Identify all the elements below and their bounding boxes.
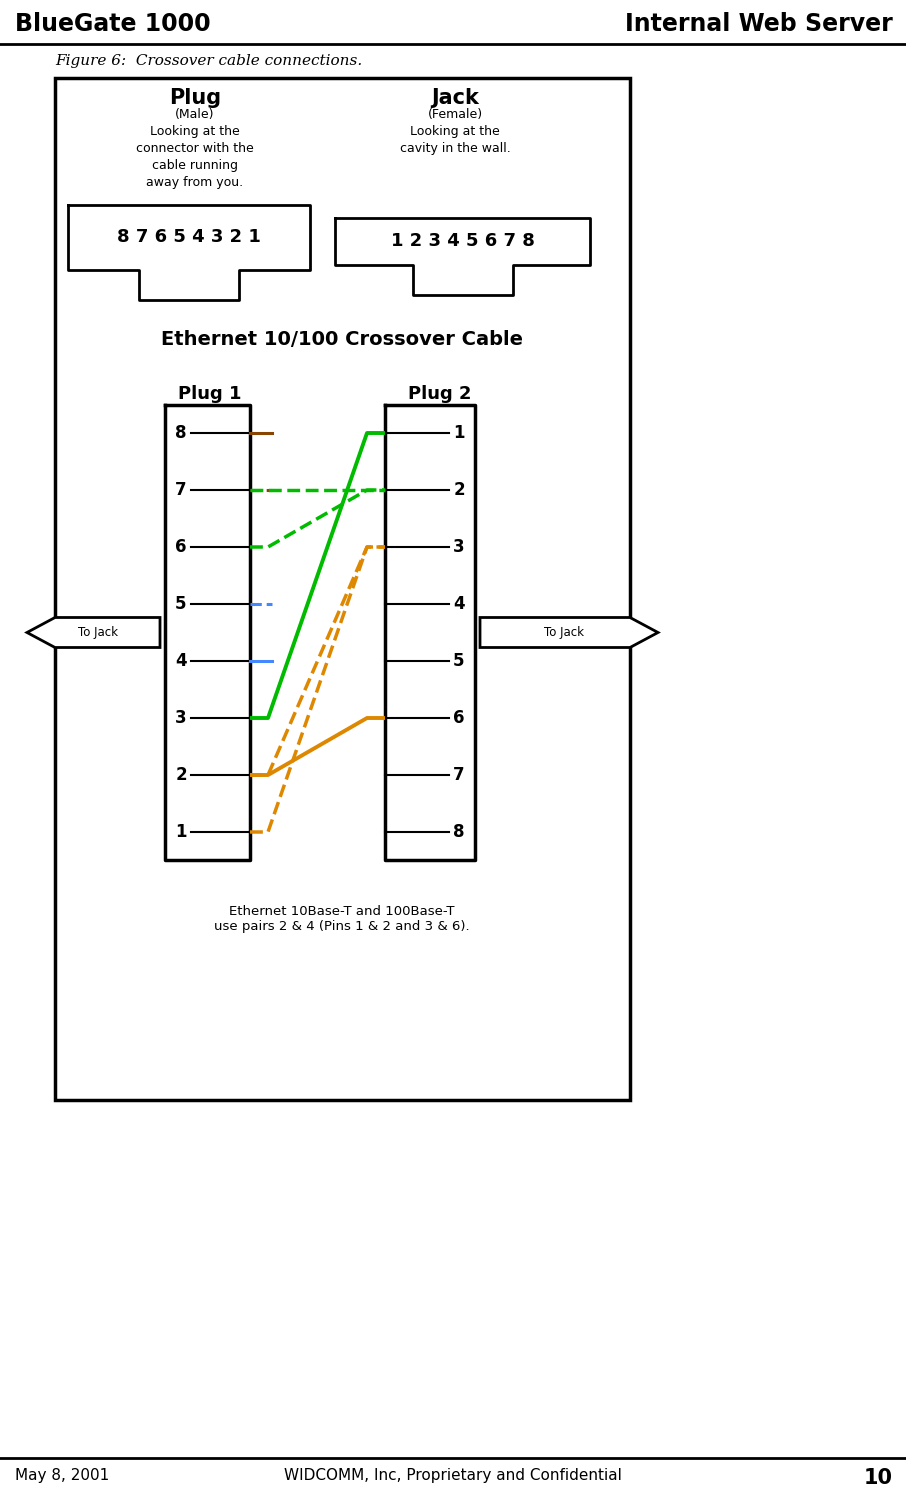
Text: 3: 3 bbox=[175, 709, 187, 727]
Text: 10: 10 bbox=[864, 1468, 893, 1489]
Text: Ethernet 10Base-T and 100Base-T
use pairs 2 & 4 (Pins 1 & 2 and 3 & 6).: Ethernet 10Base-T and 100Base-T use pair… bbox=[214, 904, 470, 933]
Text: Jack: Jack bbox=[431, 88, 479, 107]
Text: Plug: Plug bbox=[169, 88, 221, 107]
Text: 4: 4 bbox=[453, 595, 465, 612]
Text: 7: 7 bbox=[175, 481, 187, 499]
Text: May 8, 2001: May 8, 2001 bbox=[15, 1468, 110, 1483]
Text: 8: 8 bbox=[175, 425, 187, 443]
Text: To Jack: To Jack bbox=[544, 626, 584, 639]
Text: To Jack: To Jack bbox=[79, 626, 119, 639]
Text: 4: 4 bbox=[175, 653, 187, 670]
Text: 1: 1 bbox=[453, 425, 465, 443]
Text: 8: 8 bbox=[453, 822, 465, 840]
Text: 1 2 3 4 5 6 7 8: 1 2 3 4 5 6 7 8 bbox=[390, 232, 535, 250]
Text: 2: 2 bbox=[175, 766, 187, 784]
Text: 1: 1 bbox=[175, 822, 187, 840]
Text: 3: 3 bbox=[453, 538, 465, 556]
Polygon shape bbox=[27, 617, 160, 648]
Text: 8 7 6 5 4 3 2 1: 8 7 6 5 4 3 2 1 bbox=[117, 228, 261, 246]
Text: Internal Web Server: Internal Web Server bbox=[625, 12, 893, 36]
Text: 6: 6 bbox=[175, 538, 187, 556]
Text: Figure 6:  Crossover cable connections.: Figure 6: Crossover cable connections. bbox=[55, 54, 362, 69]
Bar bbox=[55, 77, 630, 1100]
Text: 5: 5 bbox=[453, 653, 465, 670]
Text: BlueGate 1000: BlueGate 1000 bbox=[15, 12, 210, 36]
Text: 7: 7 bbox=[453, 766, 465, 784]
Text: Plug 2: Plug 2 bbox=[409, 384, 472, 402]
Polygon shape bbox=[480, 617, 658, 648]
Text: Plug 1: Plug 1 bbox=[178, 384, 242, 402]
Text: (Female)
Looking at the
cavity in the wall.: (Female) Looking at the cavity in the wa… bbox=[400, 107, 510, 155]
Text: 6: 6 bbox=[453, 709, 465, 727]
Text: 2: 2 bbox=[453, 481, 465, 499]
Text: (Male)
Looking at the
connector with the
cable running
away from you.: (Male) Looking at the connector with the… bbox=[136, 107, 254, 189]
Text: Ethernet 10/100 Crossover Cable: Ethernet 10/100 Crossover Cable bbox=[161, 329, 523, 349]
Text: 5: 5 bbox=[175, 595, 187, 612]
Text: WIDCOMM, Inc, Proprietary and Confidential: WIDCOMM, Inc, Proprietary and Confidenti… bbox=[284, 1468, 622, 1483]
